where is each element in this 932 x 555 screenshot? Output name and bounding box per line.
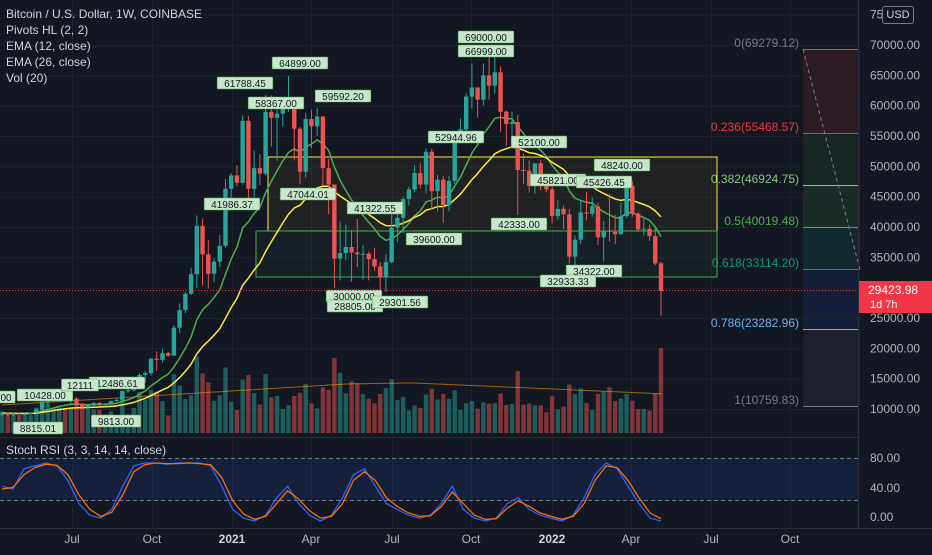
rsi-axis: 80.00 40.00 0.00 [870,451,900,524]
price-tick: 45000.00 [870,190,920,204]
last-price-value: 29423.98 [868,283,918,297]
pivot-label: 30000.00 [333,292,375,303]
pivot-label: 34322.00 [573,267,615,278]
time-axis[interactable]: Jul Oct 2021 Apr Jul Oct 2022 Apr Jul Oct [64,532,800,546]
price-tick: 50000.00 [870,159,920,173]
rsi-tick: 80.00 [870,451,900,465]
fib-retracement-zones [803,49,860,406]
pivot-label: 61788.45 [224,79,266,90]
price-tick: 40000.00 [870,220,920,234]
pivot-label: 9813.00 [98,417,135,428]
pivot-label: 41986.37 [211,200,253,211]
price-tick: 65000.00 [870,68,920,82]
price-tick: 55000.00 [870,129,920,143]
pivot-label: 52944.96 [435,133,477,144]
time-tick: Oct [781,532,800,546]
pivot-label: 12486.61 [96,379,138,390]
ema12-indicator-label[interactable]: EMA (12, close) [6,39,91,53]
pivot-label: 66999.00 [465,47,507,58]
price-tick: 20000.00 [870,341,920,355]
pivot-label: 48240.00 [601,161,643,172]
time-tick: Oct [143,532,162,546]
pivot-label: 42333.00 [498,220,540,231]
pivot-labels: 69000.00 66999.00 64899.00 61788.45 59592.20… [0,30,651,435]
indicator-legend[interactable]: Bitcoin / U.S. Dollar, 1W, COINBASE Pivo… [6,6,202,86]
price-axis[interactable]: 7500070000.0065000.0060000.0055000.00500… [870,8,920,416]
time-tick: Apr [622,532,641,546]
fib-trend-line [802,48,861,271]
pivot-label: 32933.33 [547,277,589,288]
time-tick: Jul [703,532,718,546]
currency-button[interactable]: USD [882,6,914,24]
last-price-badge: 29423.98 1d 7h [859,281,932,313]
symbol-title[interactable]: Bitcoin / U.S. Dollar, 1W, COINBASE [6,7,203,21]
pivot-label: 29301.56 [379,298,421,309]
stoch-rsi-label[interactable]: Stoch RSI (3, 3, 14, 14, close) [6,443,167,457]
fib-level-label: 0(69279.12) [734,36,799,50]
price-tick: 10000.00 [870,402,920,416]
time-tick: Apr [302,532,321,546]
price-tick: 25000.00 [870,311,920,325]
candles [0,51,664,417]
time-tick: 2022 [539,532,566,546]
pivot-label: 59592.20 [322,92,364,103]
pivot-label: 69000.00 [465,33,507,44]
pivot-label: 00 [0,393,12,404]
fib-level-label: 0.236(55468.57) [711,120,799,134]
pivot-label: 39600.00 [413,235,455,246]
stoch-rsi-pane [0,458,858,522]
pivot-label: 58367.00 [255,99,297,110]
pivot-label: 12111 [67,381,94,392]
rsi-tick: 0.00 [870,510,894,524]
time-tick: 2021 [219,532,246,546]
price-tick: 60000.00 [870,99,920,113]
pivot-label: 10428.00 [24,391,66,402]
pivot-label: 45426.45 [583,178,625,189]
pivot-label: 28805.00 [334,302,376,313]
pivot-label: 47044.01 [287,190,329,201]
pivots-indicator-label[interactable]: Pivots HL (2, 2) [6,23,89,37]
pivot-label: 45821.00 [537,176,579,187]
price-tick: 15000.00 [870,372,920,386]
volume-indicator-label[interactable]: Vol (20) [6,71,48,85]
pivot-label: 41322.55 [354,204,396,215]
rsi-tick: 40.00 [870,481,900,495]
price-tick: 70000.00 [870,38,920,52]
price-tick: 35000.00 [870,250,920,264]
pivot-label: 52100.00 [518,138,560,149]
pivot-label: 64899.00 [279,59,321,70]
ema26-indicator-label[interactable]: EMA (26, close) [6,55,91,69]
time-tick: Jul [384,532,399,546]
fib-level-label: 0.382(46924.75) [711,172,799,186]
time-tick: Oct [462,532,481,546]
fib-level-label: 0.618(33114.20) [712,256,799,270]
time-tick: Jul [64,532,79,546]
fib-retracement-lines: 0(69279.12) 0.236(55468.57) 0.382(46924.75… [711,36,858,407]
pivot-label: 8815.01 [20,424,57,435]
range-box[interactable] [255,156,718,278]
last-price-countdown: 1d 7h [870,299,898,311]
fib-level-label: 0.786(23282.96) [711,316,799,330]
fib-level-label: 0.5(40019.48) [724,214,799,228]
fib-level-label: 1(10759.83) [734,393,799,407]
